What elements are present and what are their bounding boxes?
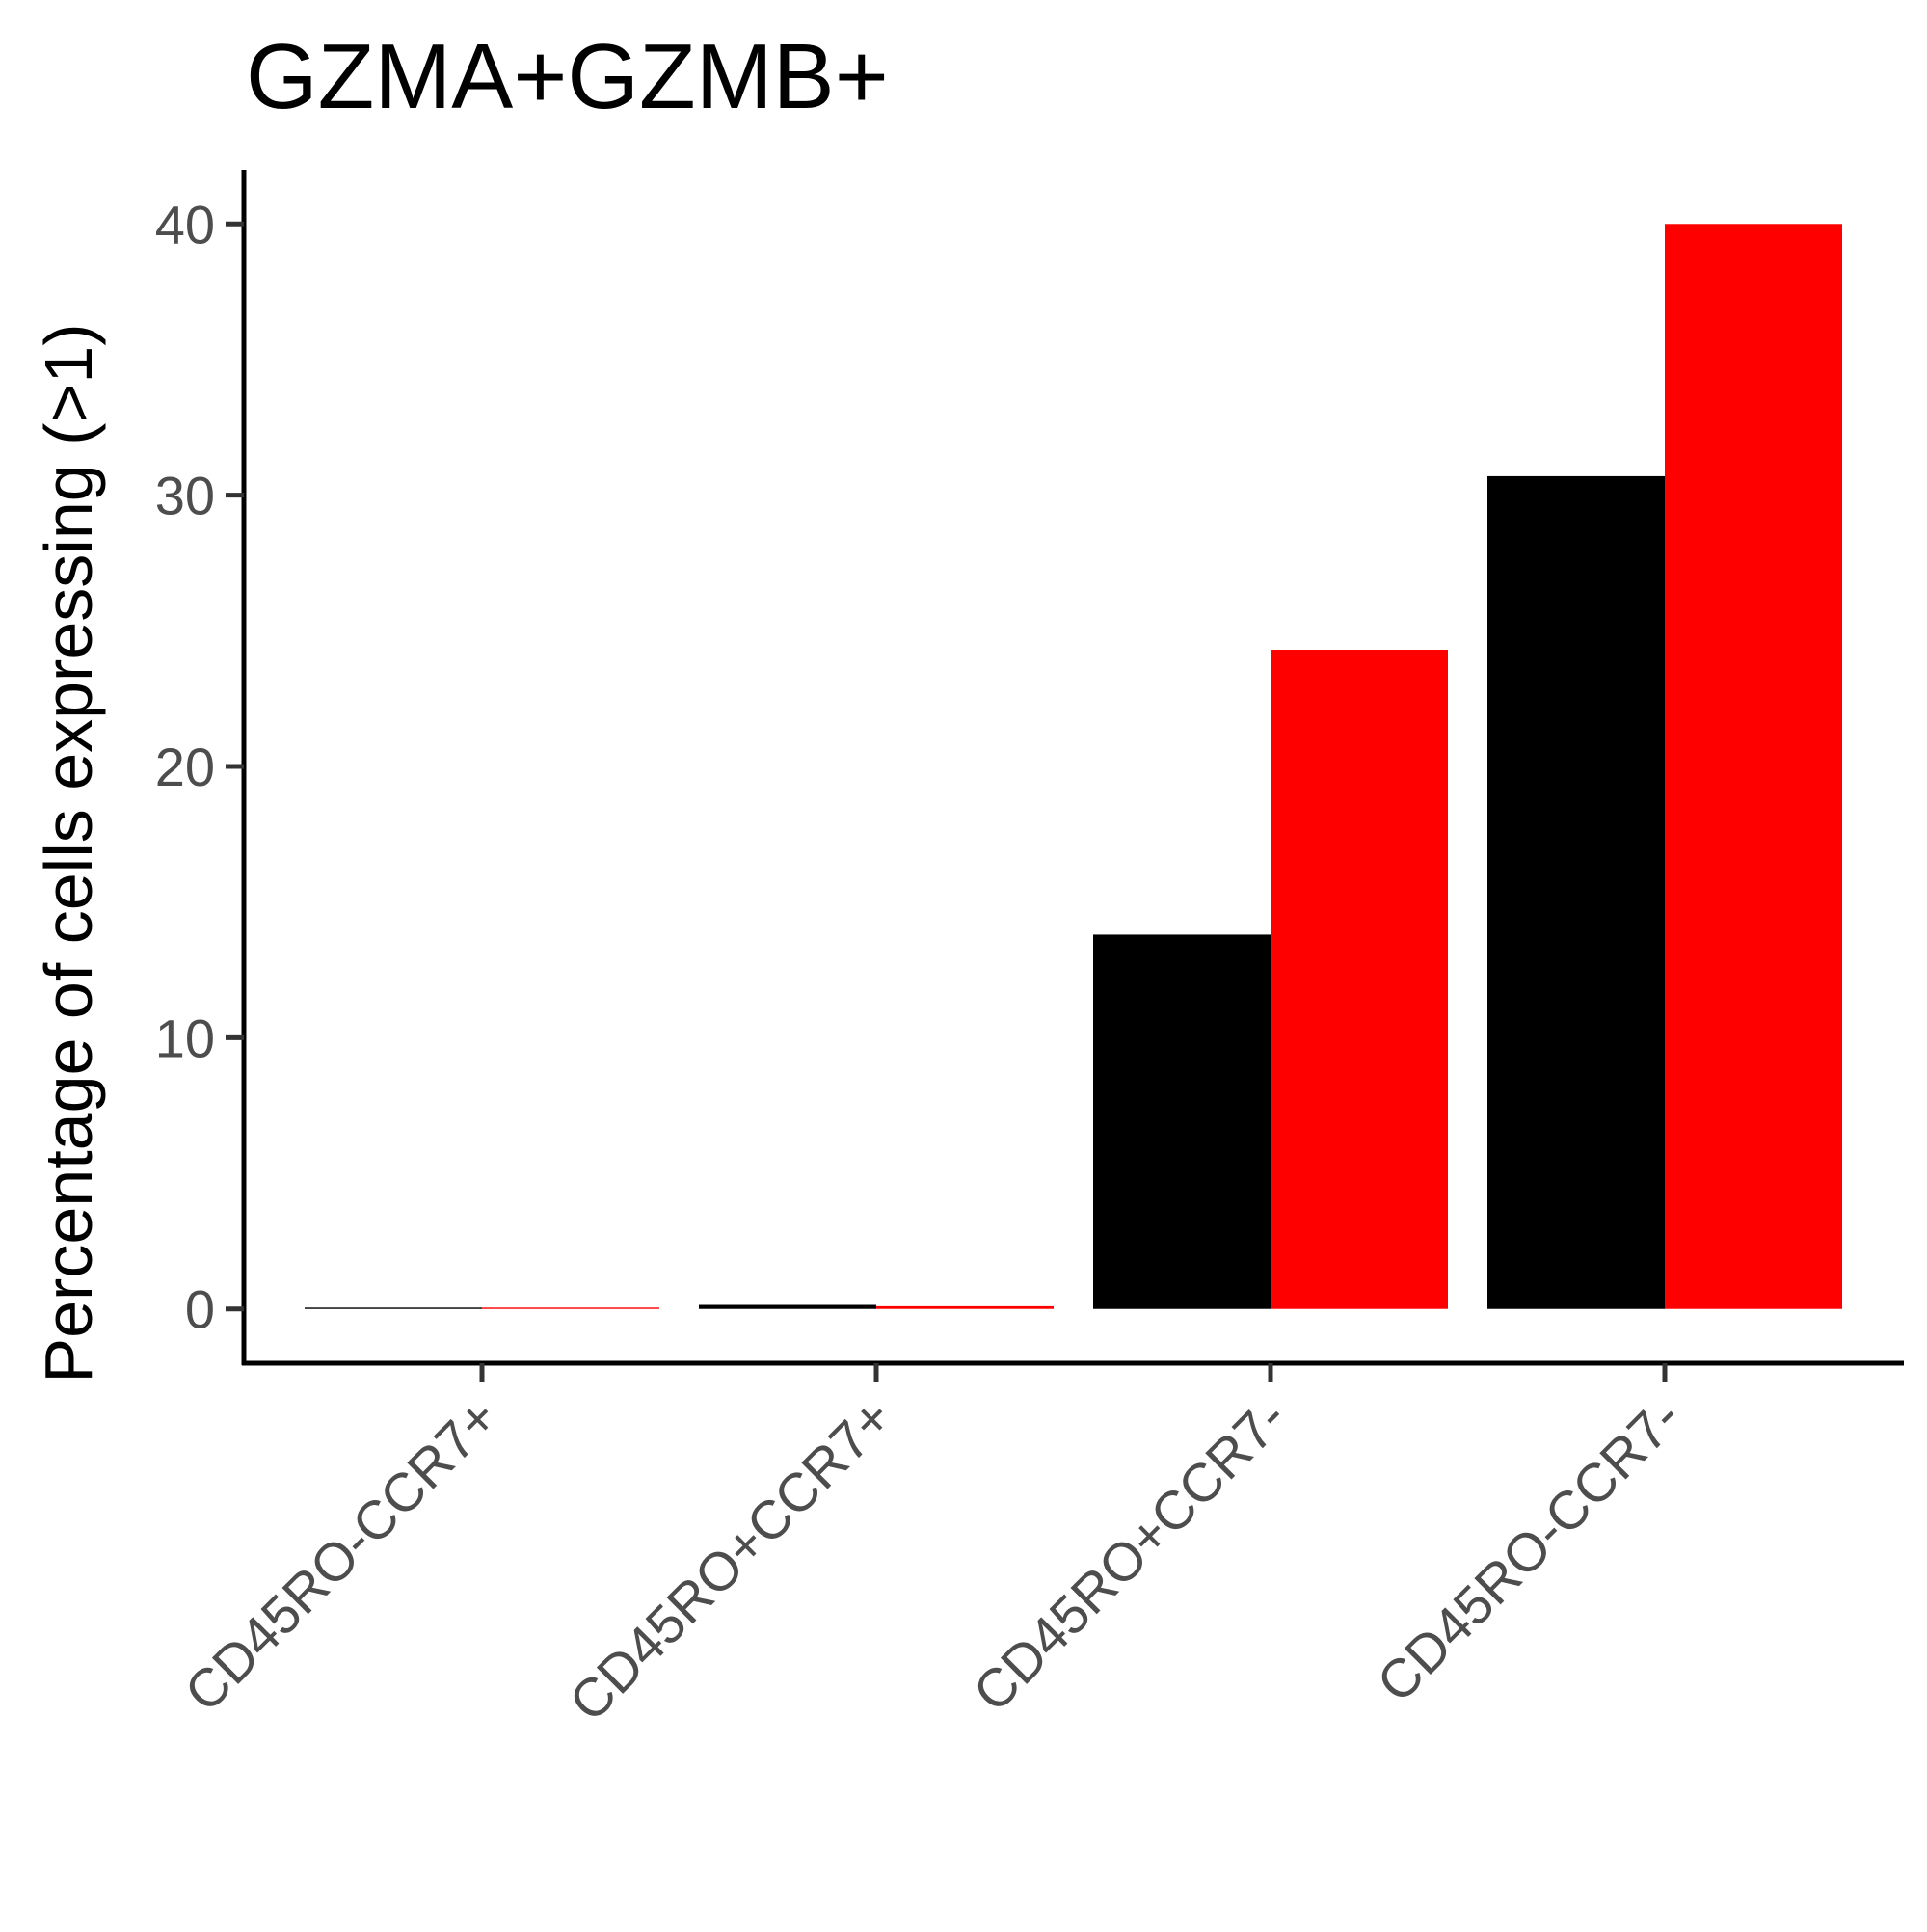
y-tick-label: 10 (155, 1007, 215, 1068)
bar (1093, 934, 1271, 1309)
chart-title: GZMA+GZMB+ (246, 25, 889, 128)
bar (1487, 475, 1665, 1309)
bar (1271, 650, 1448, 1309)
bar (876, 1305, 1054, 1309)
y-tick-label: 40 (155, 194, 215, 255)
bar (699, 1304, 876, 1309)
x-tick-label: CD45RO+CCR7+ (557, 1386, 903, 1732)
y-tick-label: 30 (155, 466, 215, 526)
bars (305, 224, 1842, 1309)
y-tick-label: 0 (185, 1279, 215, 1340)
bar (305, 1307, 482, 1309)
y-tick-label: 20 (155, 737, 215, 797)
bar (1665, 224, 1842, 1309)
y-axis-title: Percentage of cells expressing (>1) (31, 323, 106, 1382)
x-tick-label: CD45RO-CCR7- (1365, 1386, 1692, 1713)
x-tick-label: CD45RO-CCR7+ (173, 1386, 509, 1723)
bar (482, 1307, 659, 1309)
x-tick-label: CD45RO+CCR7- (961, 1386, 1298, 1723)
